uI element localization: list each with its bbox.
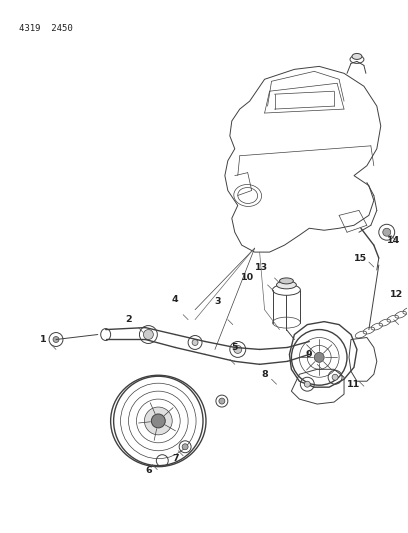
Text: 3: 3: [215, 297, 221, 306]
Circle shape: [383, 228, 391, 236]
Text: 10: 10: [241, 273, 254, 282]
Text: 12: 12: [390, 290, 403, 300]
Circle shape: [182, 444, 188, 450]
Circle shape: [332, 374, 338, 380]
Text: 4319  2450: 4319 2450: [19, 23, 73, 33]
Circle shape: [304, 381, 310, 387]
Text: 11: 11: [347, 379, 361, 389]
Text: 6: 6: [145, 466, 152, 475]
Text: 14: 14: [387, 236, 400, 245]
Circle shape: [234, 345, 242, 353]
Text: 7: 7: [172, 454, 179, 463]
Circle shape: [53, 336, 59, 343]
Text: 1: 1: [40, 335, 47, 344]
Circle shape: [144, 407, 172, 435]
Circle shape: [144, 329, 153, 340]
Text: 8: 8: [261, 370, 268, 379]
Ellipse shape: [277, 281, 296, 289]
Text: 2: 2: [125, 315, 132, 324]
Ellipse shape: [352, 53, 362, 59]
Text: 9: 9: [306, 350, 313, 359]
Text: 5: 5: [231, 343, 238, 352]
Circle shape: [219, 398, 225, 404]
Text: 15: 15: [355, 254, 368, 263]
Circle shape: [151, 414, 165, 428]
Circle shape: [314, 352, 324, 362]
Ellipse shape: [279, 278, 293, 284]
Text: 13: 13: [255, 263, 268, 272]
Circle shape: [192, 340, 198, 345]
Text: 4: 4: [172, 295, 179, 304]
